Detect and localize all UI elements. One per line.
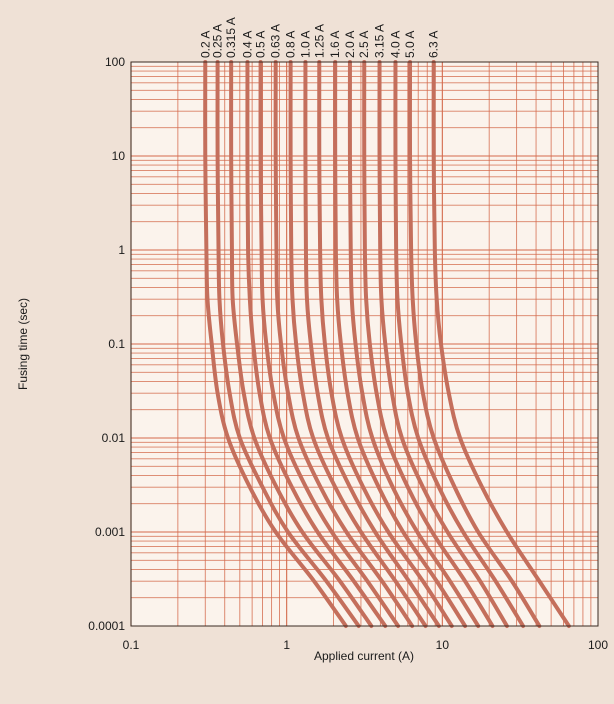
series-label-12: 3.15 A	[373, 24, 387, 58]
series-label-11: 2.5 A	[357, 31, 371, 58]
series-line-6	[288, 60, 428, 628]
series-line-1	[215, 60, 361, 628]
y-tick-label: 1	[118, 243, 125, 257]
series-line-5	[273, 60, 415, 628]
series-line-7	[303, 60, 441, 628]
series-label-4: 0.5 A	[254, 31, 268, 58]
y-tick-label: 0.01	[102, 431, 126, 445]
x-tick-label: 1	[283, 638, 290, 652]
series-label-5: 0.63 A	[269, 24, 283, 58]
series-label-8: 1.25 A	[312, 24, 326, 58]
series-line-3	[245, 60, 388, 628]
x-tick-label: 10	[436, 638, 450, 652]
series-line-15	[431, 60, 571, 628]
y-tick-label: 0.0001	[88, 619, 125, 633]
y-tick-label: 10	[112, 149, 126, 163]
y-tick-label: 100	[105, 55, 125, 69]
y-tick-labels: 0.0001 0.001 0.01 0.1 1 10 100	[88, 55, 125, 633]
series-label-14: 5.0 A	[403, 31, 417, 58]
series-label-0: 0.2 A	[198, 31, 212, 58]
x-tick-labels: 0.1 1 10 100	[123, 638, 609, 652]
series-line-9	[333, 60, 468, 628]
series-label-15: 6.3 A	[427, 31, 441, 58]
series-line-4	[258, 60, 401, 628]
y-tick-label: 0.001	[95, 525, 125, 539]
series-line-11	[362, 60, 495, 628]
series-label-6: 0.8 A	[284, 31, 298, 58]
y-axis-label: Fusing time (sec)	[16, 298, 30, 390]
series-label-10: 2.0 A	[343, 31, 357, 58]
x-axis-label: Applied current (A)	[314, 649, 414, 663]
series-line-12	[377, 60, 509, 628]
series-label-13: 4.0 A	[389, 31, 403, 58]
series-line-2	[229, 60, 374, 628]
x-tick-label: 0.1	[123, 638, 140, 652]
series-line-8	[317, 60, 454, 628]
curves	[203, 60, 571, 628]
plot-border	[130, 61, 599, 627]
series-label-1: 0.25 A	[211, 24, 225, 58]
series-label-3: 0.4 A	[241, 31, 255, 58]
y-tick-label: 0.1	[108, 337, 125, 351]
series-line-13	[393, 60, 526, 628]
series-label-9: 1.6 A	[328, 31, 342, 58]
series-line-14	[407, 60, 542, 628]
series-line-0	[203, 60, 348, 628]
x-tick-label: 100	[588, 638, 608, 652]
series-label-7: 1.0 A	[298, 31, 312, 58]
series-line-10	[347, 60, 481, 628]
series-label-2: 0.315 A	[224, 17, 238, 58]
